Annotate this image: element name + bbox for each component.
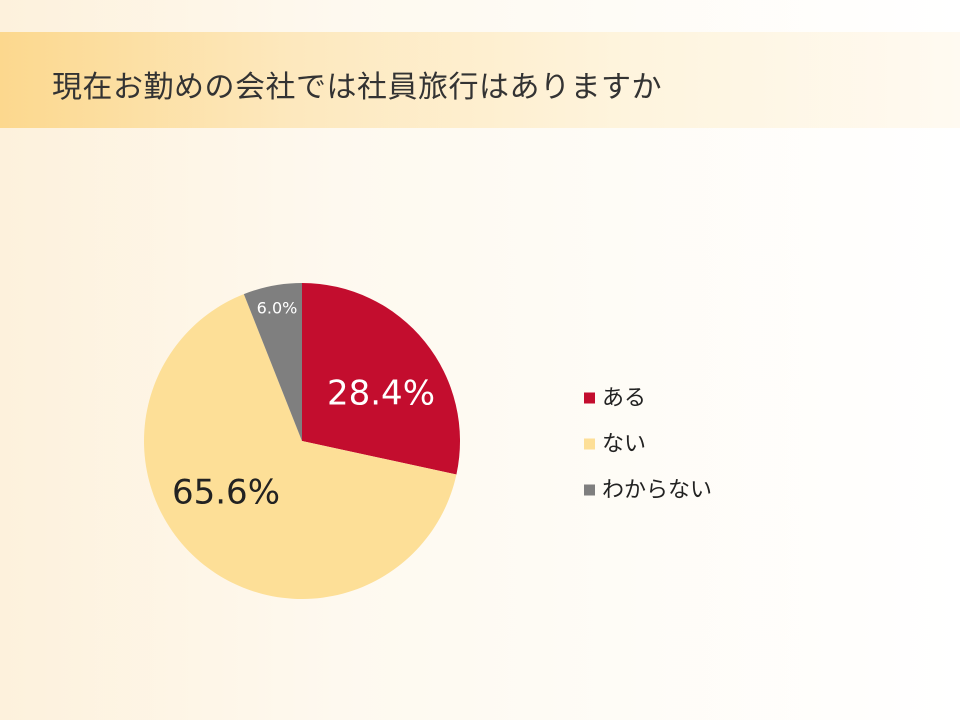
slice-nai: [144, 294, 457, 600]
legend-swatch-1: [584, 438, 595, 450]
label-wakaranai: 6.0%: [257, 299, 298, 318]
title-band: [0, 32, 960, 128]
slice-aru: [302, 283, 461, 475]
pie-data-labels: 28.4% 65.6% 6.0%: [172, 299, 435, 513]
label-nai: 65.6%: [172, 473, 280, 513]
page-title: 現在お勤めの会社では社員旅行はありますか: [52, 70, 662, 105]
slice-wakaranai: [243, 283, 302, 441]
legend-swatch-2: [584, 484, 595, 496]
pie-slices: [144, 283, 461, 600]
legend-swatch-0: [584, 392, 595, 404]
legend-label-0: ある: [602, 386, 646, 411]
legend-label-2: わからない: [602, 478, 712, 503]
legend-label-1: ない: [602, 432, 646, 457]
label-aru: 28.4%: [327, 374, 435, 414]
